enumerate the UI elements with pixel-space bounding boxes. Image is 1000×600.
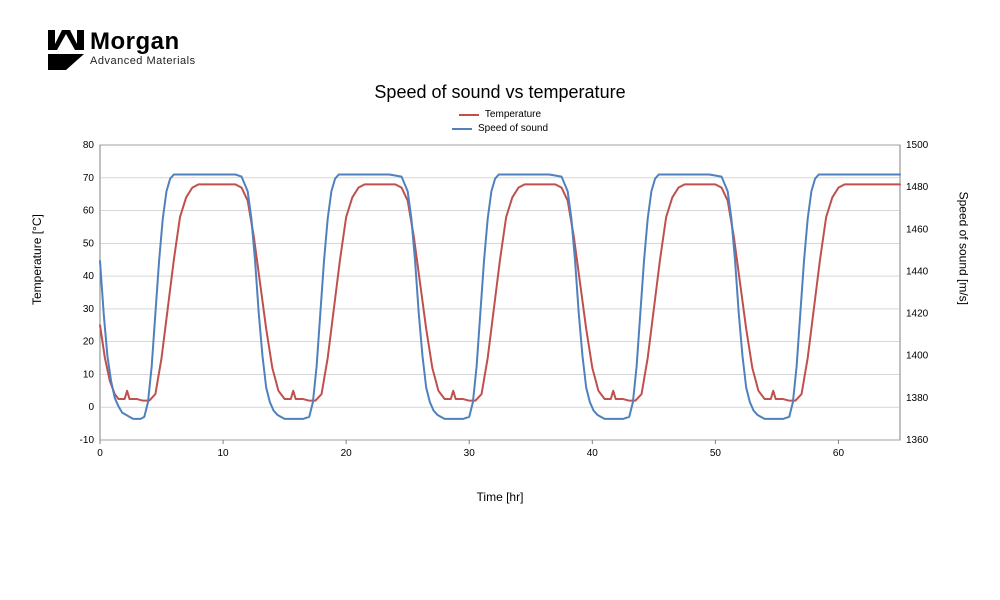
svg-text:40: 40 — [587, 448, 599, 459]
svg-text:60: 60 — [83, 206, 95, 217]
legend-item-temperature: Temperature — [0, 108, 1000, 122]
x-axis-label: Time [hr] — [0, 490, 1000, 504]
logo-subtitle: Advanced Materials — [90, 56, 196, 67]
svg-text:1460: 1460 — [906, 224, 929, 235]
svg-text:60: 60 — [833, 448, 845, 459]
svg-text:50: 50 — [83, 238, 95, 249]
svg-text:1420: 1420 — [906, 309, 929, 320]
svg-text:10: 10 — [218, 448, 230, 459]
chart-plot-area: -100102030405060708013601380140014201440… — [60, 140, 940, 470]
legend-label: Temperature — [485, 108, 541, 122]
svg-text:20: 20 — [341, 448, 353, 459]
line-chart: -100102030405060708013601380140014201440… — [60, 140, 940, 470]
y-axis-left-label: Temperature [°C] — [30, 214, 44, 305]
chart-legend: Temperature Speed of sound — [0, 108, 1000, 136]
svg-text:80: 80 — [83, 140, 95, 151]
company-logo: Morgan Advanced Materials — [48, 30, 196, 70]
legend-label: Speed of sound — [478, 122, 548, 136]
logo-mark-icon — [48, 30, 84, 70]
y-axis-right-label: Speed of sound [m/s] — [956, 192, 970, 305]
svg-text:0: 0 — [88, 402, 94, 413]
svg-text:70: 70 — [83, 173, 95, 184]
svg-text:10: 10 — [83, 369, 95, 380]
svg-text:1440: 1440 — [906, 266, 929, 277]
svg-text:1360: 1360 — [906, 435, 929, 446]
svg-text:40: 40 — [83, 271, 95, 282]
chart-title: Speed of sound vs temperature — [0, 82, 1000, 103]
svg-text:1500: 1500 — [906, 140, 929, 151]
svg-text:0: 0 — [97, 448, 103, 459]
svg-text:30: 30 — [464, 448, 476, 459]
svg-text:1380: 1380 — [906, 393, 929, 404]
logo-name: Morgan — [90, 30, 196, 54]
svg-text:-10: -10 — [80, 435, 95, 446]
legend-item-speed-of-sound: Speed of sound — [0, 122, 1000, 136]
svg-text:20: 20 — [83, 337, 95, 348]
svg-text:30: 30 — [83, 304, 95, 315]
svg-text:50: 50 — [710, 448, 722, 459]
legend-swatch-icon — [459, 114, 479, 116]
svg-text:1480: 1480 — [906, 182, 929, 193]
legend-swatch-icon — [452, 128, 472, 130]
svg-text:1400: 1400 — [906, 351, 929, 362]
